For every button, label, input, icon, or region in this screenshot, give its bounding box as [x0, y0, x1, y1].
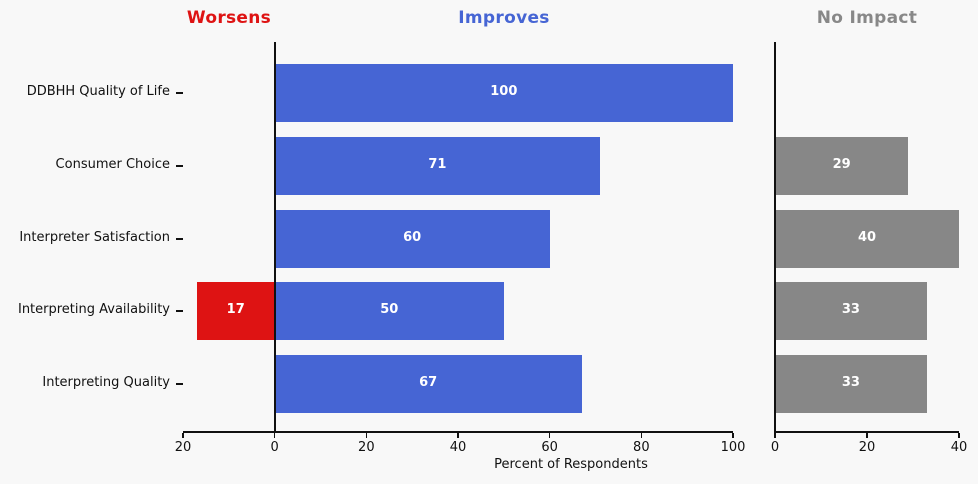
bar-value-label: 17: [226, 302, 245, 318]
bar-value-label: 71: [428, 156, 447, 172]
x-tick: [365, 433, 368, 438]
header-worsens: Worsens: [186, 8, 272, 28]
bar-value-label: 50: [380, 302, 399, 318]
x-tick: [732, 433, 734, 438]
bar-improves: [274, 282, 504, 341]
category-label: Interpreting Availability: [17, 302, 170, 318]
x-axis-title: Percent of Respondents: [494, 457, 648, 472]
bar-worsens: [196, 282, 275, 341]
x-tick-label: 40: [950, 440, 968, 455]
x-tick: [457, 433, 459, 438]
bar-no-impact: [775, 355, 927, 413]
x-tick-label: 0: [770, 440, 780, 455]
x-tick-label: 100: [720, 440, 746, 455]
header-improves: Improves: [458, 8, 550, 28]
bar-value-label: 60: [403, 229, 422, 245]
bar-improves: [274, 64, 733, 122]
bar-no-impact: [775, 209, 959, 268]
bar-improves: [274, 355, 582, 413]
bar-value-label: 33: [841, 302, 860, 318]
bar-improves: [274, 136, 601, 195]
bar-value-label: 33: [841, 375, 860, 390]
y-tick: [176, 237, 183, 240]
bar-no-impact: [775, 282, 927, 341]
header-no-impact: No Impact: [816, 8, 918, 28]
bar-value-label: 100: [490, 84, 518, 99]
category-label: Consumer Choice: [55, 156, 170, 172]
category-label: Interpreter Satisfaction: [19, 229, 170, 245]
x-tick-label: 60: [541, 440, 558, 455]
category-label: Interpreting Quality: [42, 375, 170, 390]
bar-value-label: 40: [857, 229, 877, 245]
x-tick-label: 20: [858, 440, 876, 455]
bar-value-label: 29: [832, 156, 851, 172]
x-tick: [958, 433, 960, 438]
x-axis-line: [775, 431, 959, 433]
x-tick-label: 0: [270, 440, 279, 455]
x-tick-label: 20: [358, 440, 375, 455]
x-tick-label: 40: [449, 440, 467, 455]
x-tick: [640, 433, 643, 438]
x-tick: [182, 433, 184, 438]
bar-improves: [274, 209, 550, 268]
x-tick: [866, 433, 868, 438]
x-tick: [774, 433, 776, 438]
x-tick: [273, 433, 276, 438]
y-tick: [176, 310, 183, 313]
x-tick-label: 80: [633, 440, 650, 455]
y-tick: [176, 164, 183, 167]
category-label: DDBHH Quality of Life: [26, 84, 170, 99]
bar-no-impact: [775, 136, 909, 195]
bar-value-label: 67: [419, 375, 438, 390]
x-axis-line: [183, 431, 733, 433]
y-tick: [176, 383, 183, 385]
x-tick-label: 20: [174, 440, 192, 455]
zero-baseline: [273, 42, 276, 433]
zero-baseline: [774, 42, 776, 433]
y-tick: [176, 92, 183, 94]
x-tick: [548, 433, 551, 438]
